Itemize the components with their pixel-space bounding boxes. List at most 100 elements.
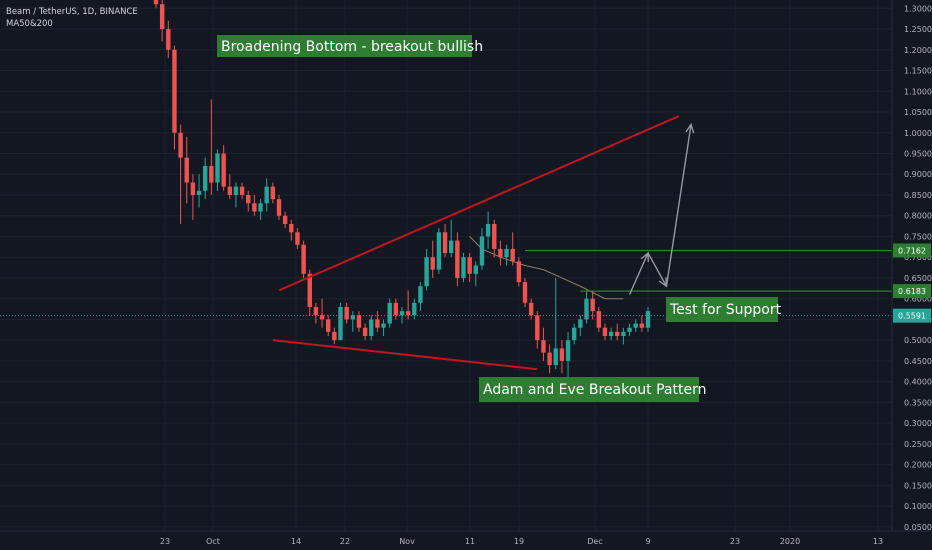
- candle-body: [473, 265, 478, 274]
- annotation-text: Test for Support: [669, 302, 782, 318]
- candle-body: [498, 248, 503, 258]
- price-axis-labels: 0.7162 0.6183 0.5591: [893, 243, 931, 323]
- candle-body: [264, 186, 269, 204]
- candle-body: [504, 248, 509, 258]
- time-tick-label: 2020: [780, 537, 800, 546]
- time-tick-label: 14: [291, 537, 301, 546]
- candle-body: [153, 0, 159, 5]
- horizontal-levels: [0, 249, 892, 317]
- candle-body: [621, 331, 626, 337]
- candle-body: [442, 232, 448, 254]
- price-label-box: [893, 284, 931, 299]
- wedge-upper-line: [278, 115, 680, 292]
- candle-body: [430, 257, 435, 270]
- candle-body: [510, 248, 515, 262]
- candle-body: [221, 153, 226, 187]
- price-label-text: 0.6183: [898, 287, 926, 296]
- time-tick-label: 13: [873, 537, 883, 546]
- annotation-broadening-bottom[interactable]: Broadening Bottom - breakout bullish: [217, 35, 483, 57]
- price-tick-label: 0.2000: [904, 461, 932, 470]
- candle-body: [276, 199, 282, 216]
- candle-body: [608, 331, 614, 337]
- price-tick-label: 0.4500: [904, 357, 932, 366]
- candle-body: [387, 302, 392, 324]
- candle-body: [418, 286, 423, 303]
- price-tick-label: 0.9000: [904, 170, 932, 179]
- candle-body: [307, 273, 312, 307]
- candle-body: [381, 323, 386, 328]
- time-tick-label: Oct: [206, 537, 220, 546]
- broadening-wedge: [272, 115, 680, 371]
- projection-arrows: [628, 122, 695, 295]
- annotation-test-support[interactable]: Test for Support: [666, 297, 782, 322]
- projection-segment: [628, 252, 649, 295]
- candle-body: [615, 331, 620, 337]
- annotation-box: [479, 377, 699, 402]
- time-tick-label: 19: [514, 537, 524, 546]
- candle-body: [301, 244, 306, 274]
- candle-body: [645, 311, 651, 328]
- time-tick-label: Dec: [587, 537, 602, 546]
- annotation-box: [666, 297, 778, 322]
- price-tick-label: 0.7500: [904, 232, 932, 241]
- candle-body: [528, 302, 534, 316]
- price-axis-ticks: 1.3000 1.2500 1.2000 1.1500 1.1000 1.0500 1.00…: [904, 4, 932, 532]
- candle-body: [535, 315, 540, 341]
- price-tick-label: 0.1000: [904, 502, 932, 511]
- candle-body: [596, 311, 601, 328]
- price-tick-label: 1.1000: [904, 87, 932, 96]
- candle-body: [166, 29, 171, 50]
- candle-body: [393, 302, 399, 316]
- candle-body: [362, 327, 368, 337]
- price-tick-label: 0.6500: [904, 274, 932, 283]
- time-axis[interactable]: [0, 531, 932, 550]
- candle-body: [627, 327, 632, 332]
- candle-body: [424, 257, 429, 287]
- candlestick-series: [153, 0, 651, 378]
- candle-body: [190, 182, 196, 195]
- candle-body: [338, 306, 343, 341]
- price-tick-label: 0.9500: [904, 149, 932, 158]
- candle-body: [178, 132, 183, 158]
- candle-body: [184, 157, 189, 183]
- candle-body: [289, 224, 294, 233]
- annotation-adam-eve[interactable]: Adam and Eve Breakout Pattern: [479, 377, 706, 402]
- candle-body: [485, 224, 491, 237]
- candle-body: [584, 298, 589, 320]
- price-tick-label: 0.8500: [904, 191, 932, 200]
- price-label-box: [893, 308, 931, 323]
- candle-body: [172, 49, 177, 133]
- time-tick-label: 22: [340, 537, 350, 546]
- candle-body: [196, 190, 202, 195]
- candle-body: [209, 165, 214, 183]
- candle-body: [590, 298, 595, 312]
- price-tick-label: 1.1500: [904, 67, 932, 76]
- candle-body: [449, 240, 454, 254]
- candle-body: [332, 331, 337, 341]
- price-tick-label: 1.0500: [904, 108, 932, 117]
- price-tick-label: 0.0500: [904, 523, 932, 532]
- candle-body: [455, 240, 460, 278]
- candle-body: [369, 319, 374, 337]
- time-axis-ticks: 23 Oct 14 22 Nov 11 19 Dec 9 23 2020 13: [160, 537, 883, 546]
- candle-body: [258, 203, 263, 212]
- candle-body: [356, 315, 362, 328]
- time-tick-label: Nov: [399, 537, 415, 546]
- candle-body: [461, 257, 466, 278]
- price-tick-label: 0.1500: [904, 481, 932, 490]
- candle-body: [547, 352, 552, 366]
- price-tick-label: 1.0000: [904, 129, 932, 138]
- time-tick-label: 9: [645, 537, 650, 546]
- price-tick-label: 1.2500: [904, 25, 932, 34]
- projection-segment: [647, 252, 668, 287]
- candle-body: [252, 203, 257, 212]
- price-axis[interactable]: [892, 0, 932, 531]
- price-tick-label: 0.4000: [904, 378, 932, 387]
- price-label-box: [893, 243, 931, 258]
- price-tick-label: 1.2000: [904, 46, 932, 55]
- candle-body: [572, 327, 577, 341]
- candle-body: [350, 315, 355, 320]
- price-tick-label: 0.8000: [904, 212, 932, 221]
